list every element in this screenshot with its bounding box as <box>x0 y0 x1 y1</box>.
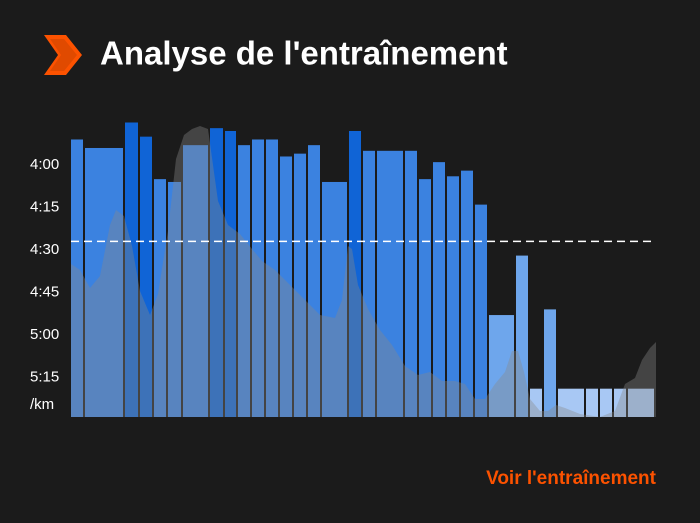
y-tick-label: 4:00 <box>30 156 59 173</box>
bar <box>433 162 445 417</box>
bar <box>140 136 152 417</box>
bar <box>154 179 166 417</box>
bar <box>405 150 417 417</box>
bar <box>586 388 598 417</box>
bar <box>238 145 250 417</box>
bar <box>475 204 487 417</box>
bar <box>308 145 320 417</box>
y-tick-label: 4:30 <box>30 241 59 258</box>
bar <box>544 309 556 417</box>
bar <box>294 153 306 417</box>
logo-chevron-inner <box>50 39 77 71</box>
y-tick-label: 4:15 <box>30 198 59 215</box>
bar <box>419 179 431 417</box>
bar <box>363 150 375 417</box>
bar <box>210 128 223 417</box>
bar <box>322 181 347 417</box>
y-tick-label: 4:45 <box>30 283 59 300</box>
bar <box>280 156 292 418</box>
bar <box>85 147 123 417</box>
bar <box>183 145 208 417</box>
y-tick-label: 5:00 <box>30 326 59 343</box>
bar <box>266 139 278 418</box>
bar <box>225 130 236 417</box>
bar <box>377 150 403 417</box>
profile-area <box>71 126 656 417</box>
y-tick-label: 5:15 <box>30 368 59 385</box>
chart-title: Analyse de l'entraînement <box>100 35 508 72</box>
bar <box>71 139 83 418</box>
bar <box>600 388 612 417</box>
bar <box>489 315 514 417</box>
bar <box>614 388 626 417</box>
bar <box>530 388 542 417</box>
bar <box>461 170 473 417</box>
bar <box>349 130 361 417</box>
view-workout-link[interactable]: Voir l'entraînement <box>486 468 657 489</box>
bar <box>628 388 654 417</box>
unit-label: /km <box>30 396 54 413</box>
bar <box>558 388 584 417</box>
bar <box>252 139 264 418</box>
bar <box>447 176 459 417</box>
bar <box>516 255 528 417</box>
bar <box>125 122 138 417</box>
